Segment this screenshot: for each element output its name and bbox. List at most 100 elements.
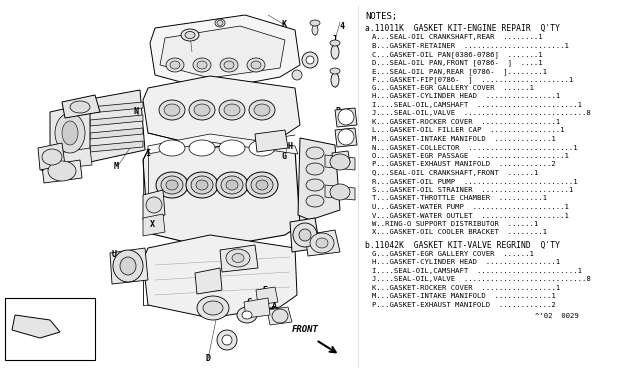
Ellipse shape [55, 113, 85, 153]
Text: G...GASKET-EGR GALLERY COVER  ......1: G...GASKET-EGR GALLERY COVER ......1 [372, 85, 534, 91]
Text: H...GASKET-CYLINDER HEAD  ................1: H...GASKET-CYLINDER HEAD ...............… [372, 260, 560, 266]
Ellipse shape [330, 68, 340, 74]
Ellipse shape [113, 250, 143, 282]
Text: N: N [133, 107, 138, 116]
Text: J....SEAL-OIL,VALVE  ............................8: J....SEAL-OIL,VALVE ....................… [372, 110, 591, 116]
Ellipse shape [185, 32, 195, 38]
Ellipse shape [220, 58, 238, 72]
Text: I: I [145, 149, 150, 158]
Ellipse shape [302, 52, 318, 68]
Text: NOTES;: NOTES; [365, 12, 397, 21]
Ellipse shape [316, 238, 328, 248]
Text: K...GASKET-ROCKER COVER  .................1: K...GASKET-ROCKER COVER ................… [372, 119, 560, 125]
Text: F: F [332, 160, 337, 169]
Text: G...GASKET-EGR GALLERY COVER  ......1: G...GASKET-EGR GALLERY COVER ......1 [372, 251, 534, 257]
Polygon shape [150, 15, 300, 90]
Text: B: B [312, 230, 317, 239]
Text: T: T [89, 97, 94, 106]
Text: G: G [282, 152, 287, 161]
Ellipse shape [221, 176, 243, 194]
Polygon shape [220, 245, 258, 272]
Text: E...SEAL-OIL PAN,REAR [0786-  ]........1: E...SEAL-OIL PAN,REAR [0786- ]........1 [372, 68, 547, 75]
Ellipse shape [330, 40, 340, 46]
Polygon shape [256, 287, 278, 305]
Ellipse shape [217, 330, 237, 350]
Ellipse shape [197, 61, 207, 69]
Polygon shape [325, 185, 355, 200]
Bar [5, 298, 95, 360]
Text: FOR CAN: FOR CAN [10, 302, 42, 311]
Ellipse shape [186, 172, 218, 198]
Ellipse shape [224, 61, 234, 69]
Ellipse shape [306, 56, 314, 64]
Ellipse shape [330, 184, 350, 200]
Polygon shape [143, 76, 300, 148]
Ellipse shape [216, 172, 248, 198]
Ellipse shape [249, 140, 275, 156]
Text: I....SEAL-OIL,CAMSHAFT  .......................1: I....SEAL-OIL,CAMSHAFT .................… [372, 268, 582, 274]
Ellipse shape [226, 180, 238, 190]
Text: W..RING-O SUPPORT DISTRIBUTOR  ......1: W..RING-O SUPPORT DISTRIBUTOR ......1 [372, 221, 538, 227]
Text: H: H [287, 142, 292, 151]
Ellipse shape [193, 58, 211, 72]
Ellipse shape [306, 147, 324, 159]
Ellipse shape [292, 70, 302, 80]
Text: A: A [272, 302, 277, 311]
Polygon shape [332, 151, 350, 165]
Ellipse shape [310, 233, 334, 253]
Polygon shape [195, 268, 222, 294]
Text: J: J [332, 35, 337, 44]
Ellipse shape [170, 61, 180, 69]
Text: M...GASKET-INTAKE MANIFOLD  .............1: M...GASKET-INTAKE MANIFOLD .............… [372, 136, 556, 142]
Ellipse shape [226, 249, 250, 267]
Ellipse shape [306, 195, 324, 207]
Ellipse shape [219, 100, 245, 120]
Text: X...GASKET-OIL COOLER BRACKET  ........1: X...GASKET-OIL COOLER BRACKET ........1 [372, 230, 547, 235]
Polygon shape [143, 138, 300, 248]
Ellipse shape [331, 45, 339, 59]
Ellipse shape [189, 100, 215, 120]
Polygon shape [90, 102, 143, 113]
Polygon shape [45, 148, 92, 170]
Ellipse shape [251, 176, 273, 194]
Text: F...GASKET-FIP[0786-  ]  ....................1: F...GASKET-FIP[0786- ] .................… [372, 77, 573, 83]
Text: D...SEAL-OIL PAN,FRONT [0786-  ]  ....1: D...SEAL-OIL PAN,FRONT [0786- ] ....1 [372, 60, 543, 66]
Ellipse shape [246, 172, 278, 198]
Ellipse shape [164, 104, 180, 116]
Text: R: R [225, 337, 230, 346]
Ellipse shape [156, 172, 188, 198]
Ellipse shape [197, 296, 229, 320]
Ellipse shape [338, 109, 354, 125]
Ellipse shape [256, 180, 268, 190]
Text: H...GASKET-CYLINDER HEAD  ................1: H...GASKET-CYLINDER HEAD ...............… [372, 93, 560, 99]
Ellipse shape [159, 100, 185, 120]
Polygon shape [90, 141, 143, 152]
Ellipse shape [166, 58, 184, 72]
Ellipse shape [310, 20, 320, 26]
Polygon shape [298, 138, 340, 220]
Text: T...GASKET-THROTTLE CHAMBER  ..........1: T...GASKET-THROTTLE CHAMBER ..........1 [372, 196, 547, 202]
Text: J....SEAL-OIL,VALVE  ............................8: J....SEAL-OIL,VALVE ....................… [372, 276, 591, 282]
Ellipse shape [215, 19, 225, 27]
Polygon shape [38, 143, 65, 170]
Ellipse shape [166, 180, 178, 190]
Polygon shape [143, 214, 165, 236]
Polygon shape [85, 90, 145, 162]
Ellipse shape [331, 73, 339, 87]
Text: C: C [246, 298, 251, 307]
Text: FRONT: FRONT [292, 325, 319, 334]
Ellipse shape [237, 307, 257, 323]
Text: D: D [205, 354, 210, 363]
Polygon shape [255, 130, 288, 152]
Text: U: U [112, 250, 117, 259]
Ellipse shape [159, 140, 185, 156]
Polygon shape [244, 298, 270, 318]
Text: M: M [114, 162, 119, 171]
Ellipse shape [251, 61, 261, 69]
Text: I....SEAL-OIL,CAMSHAFT  .......................1: I....SEAL-OIL,CAMSHAFT .................… [372, 102, 582, 108]
Polygon shape [42, 160, 82, 183]
Polygon shape [335, 128, 357, 147]
Ellipse shape [219, 140, 245, 156]
Text: O...GASKET-EGR PASSAGE  ....................1: O...GASKET-EGR PASSAGE .................… [372, 153, 569, 159]
Text: 4: 4 [340, 22, 345, 31]
